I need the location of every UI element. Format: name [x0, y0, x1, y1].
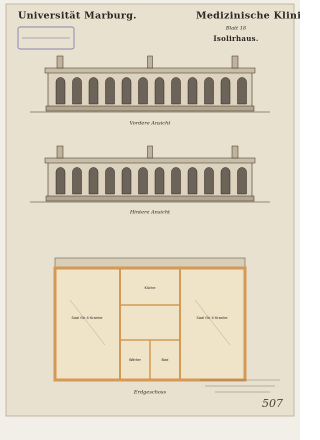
chimney: [231, 145, 239, 159]
window: [138, 77, 148, 105]
window: [55, 167, 66, 195]
window: [72, 167, 82, 195]
window: [220, 167, 231, 195]
room-label: Küche: [145, 286, 157, 290]
window: [204, 167, 214, 195]
window: [88, 77, 99, 105]
window: [154, 167, 165, 195]
cornice: [44, 157, 256, 164]
dimension: [69, 299, 106, 346]
window: [237, 77, 247, 105]
window: [138, 167, 148, 195]
front-elevation: [30, 55, 270, 113]
catalog-number: 507: [262, 397, 283, 410]
window: [121, 77, 132, 105]
chimney: [231, 55, 239, 69]
room-label: Wärter: [129, 358, 142, 362]
room-label: Saal für 4 Kranke: [197, 316, 229, 320]
rear-label: Hintere Ansicht: [129, 210, 171, 216]
sheet-number: Blatt 18: [225, 26, 246, 32]
room-label: Bad: [162, 358, 169, 362]
drawing-sheet: Universität Marburg. Medizinische Klinik…: [0, 0, 300, 440]
floor-plan: Saal für 4 Kranke Saal für 4 Kranke Küch…: [53, 257, 247, 382]
chimney: [147, 145, 153, 159]
plinth: [45, 195, 255, 202]
facade: [47, 161, 253, 201]
window: [171, 167, 181, 195]
dimension: [194, 299, 231, 346]
window: [154, 77, 165, 105]
page: Isolirhaus {"header": {"left_title": "Un…: [0, 0, 300, 440]
cornice: [44, 67, 256, 74]
window: [105, 167, 115, 195]
room-label: Saal für 4 Kranke: [72, 316, 104, 320]
window: [204, 77, 214, 105]
window: [187, 77, 198, 105]
body: Universität Marburg. Medizinische Klinik…: [0, 0, 300, 440]
stamp: [17, 26, 75, 50]
window: [121, 167, 132, 195]
window: [171, 77, 181, 105]
left-title: Universität Marburg.: [18, 11, 137, 22]
front-label: Vordere Ansicht: [130, 121, 172, 127]
chimney: [56, 55, 64, 69]
window: [187, 167, 198, 195]
window: [237, 167, 247, 195]
chimney: [56, 145, 64, 159]
window: [220, 77, 231, 105]
window: [88, 167, 99, 195]
rear-elevation: [30, 145, 270, 203]
window: [55, 77, 66, 105]
plan-label: Erdgeschoss: [133, 390, 167, 396]
right-title: Medizinische Klinik.: [196, 11, 300, 22]
window: [105, 77, 115, 105]
plinth: [45, 105, 255, 112]
window: [72, 77, 82, 105]
building-name: Isolirhaus.: [213, 34, 258, 43]
chimney: [147, 55, 153, 69]
